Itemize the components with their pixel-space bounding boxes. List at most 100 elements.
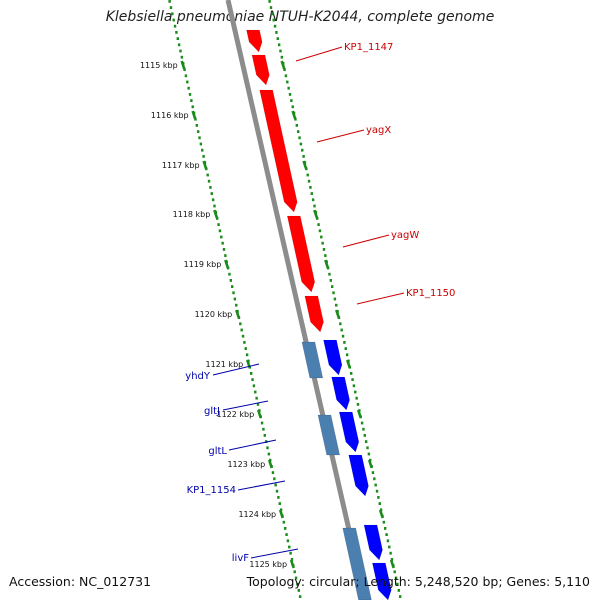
forward-gene-arrow[interactable] (246, 29, 263, 53)
tick-dot (216, 217, 219, 220)
tick-dash (202, 160, 208, 170)
tick-dot (275, 31, 278, 34)
tick-dash (302, 160, 308, 170)
tick-dot (273, 477, 276, 481)
tick-dot (373, 477, 376, 481)
tick-dot (268, 0, 271, 3)
gene-label[interactable]: gltJ (204, 406, 220, 417)
tick-dot (217, 223, 220, 226)
tick-dot (195, 124, 199, 127)
tick-dot (377, 496, 380, 499)
tick-dot (301, 148, 304, 152)
tick-dot (220, 235, 223, 239)
tick-dash (180, 60, 186, 70)
gene-label[interactable]: KP1_1154 (187, 485, 236, 496)
gene-label[interactable]: KP1_1150 (406, 288, 455, 299)
gene-label[interactable]: livF (232, 553, 249, 564)
tick-dot (190, 99, 193, 102)
tick-dot (286, 539, 290, 543)
tick-dot (211, 198, 215, 202)
tick-dot (244, 347, 247, 350)
reverse-gene-block[interactable] (342, 527, 372, 600)
gene-labels[interactable]: KP1_1147 yagX yagW KP1_1150 yhdY gltJ gltL KP1_… (185, 42, 455, 564)
gene-label[interactable]: gltL (208, 446, 227, 457)
tick-dot (345, 353, 349, 357)
tick-dot (260, 421, 264, 425)
tick-dash (235, 309, 241, 319)
tick-dot (274, 483, 277, 487)
tick-dot (382, 520, 386, 524)
tick-dot (179, 49, 182, 53)
reverse-gene-arrow[interactable] (331, 376, 350, 411)
gene-label[interactable]: KP1_1147 (344, 42, 393, 53)
tick-dot (222, 248, 226, 251)
reverse-gene-arrow[interactable] (372, 562, 392, 600)
gene-label[interactable]: yagW (391, 230, 419, 241)
tick-dot (322, 248, 326, 251)
tick-dot (282, 520, 286, 524)
tick-dash (280, 60, 286, 70)
gene-label[interactable]: yhdY (185, 371, 211, 382)
tick-dot (250, 372, 253, 375)
leader-line (316, 129, 365, 143)
tick-dot (188, 93, 192, 96)
tick-dot (343, 341, 346, 344)
tick-dash (356, 409, 363, 419)
tick-dot (295, 124, 299, 127)
forward-gene-arrow[interactable] (304, 295, 324, 333)
tick-dot (386, 539, 390, 543)
gene-label[interactable]: yagX (366, 125, 391, 136)
forward-gene-arrow[interactable] (259, 89, 298, 213)
reverse-gene-arrow[interactable] (338, 411, 360, 453)
tick-dot (180, 55, 184, 59)
leader-line (295, 46, 343, 62)
tick-dot (396, 582, 399, 586)
tick-dot (364, 440, 368, 443)
tick-dot (280, 55, 284, 59)
tick-dot (363, 434, 366, 437)
tick-dot (388, 545, 391, 549)
tick-dot (271, 12, 274, 16)
tick-dot (311, 198, 315, 202)
tick-dot (199, 142, 203, 146)
tick-dot (224, 254, 227, 257)
reverse-gene-arrow[interactable] (363, 524, 383, 561)
tick-dash (291, 110, 297, 120)
tick-dot (173, 24, 177, 28)
forward-gene-arrow[interactable] (286, 215, 316, 293)
reverse-gene-block[interactable] (317, 414, 341, 456)
tick-dot (291, 105, 294, 109)
leader-line (250, 548, 299, 559)
tick-dot (273, 24, 277, 28)
reverse-gene-arrow[interactable] (348, 454, 369, 497)
reverse-gene-arrow[interactable] (323, 339, 343, 376)
tick-dash (367, 459, 374, 469)
tick-dot (307, 179, 311, 183)
tick-label: 1123 kbp (227, 460, 265, 469)
tick-dot (256, 403, 260, 406)
tick-dot (294, 576, 298, 580)
tick-dot (360, 421, 364, 425)
tick-dash (278, 509, 284, 519)
tick-dot (171, 12, 174, 16)
tick-dot (230, 285, 234, 288)
tick-dot (296, 130, 300, 133)
label-leader-lines (212, 46, 405, 559)
tick-dot (233, 297, 237, 301)
forward-gene-arrow[interactable] (251, 54, 270, 86)
tick-dot (186, 80, 189, 84)
gene-features[interactable] (246, 29, 392, 600)
tick-dot (284, 74, 288, 78)
tick-dot (398, 595, 402, 598)
tick-dot (340, 328, 343, 332)
tick-dash (267, 459, 274, 469)
tick-label: 1115 kbp (140, 61, 178, 70)
tick-dot (177, 43, 181, 47)
tick-dot (267, 452, 271, 456)
tick-dot (371, 471, 375, 474)
tick-dash (346, 359, 352, 369)
tick-dash (256, 409, 263, 419)
reverse-gene-block[interactable] (301, 341, 324, 379)
tick-label: 1124 kbp (238, 510, 276, 519)
